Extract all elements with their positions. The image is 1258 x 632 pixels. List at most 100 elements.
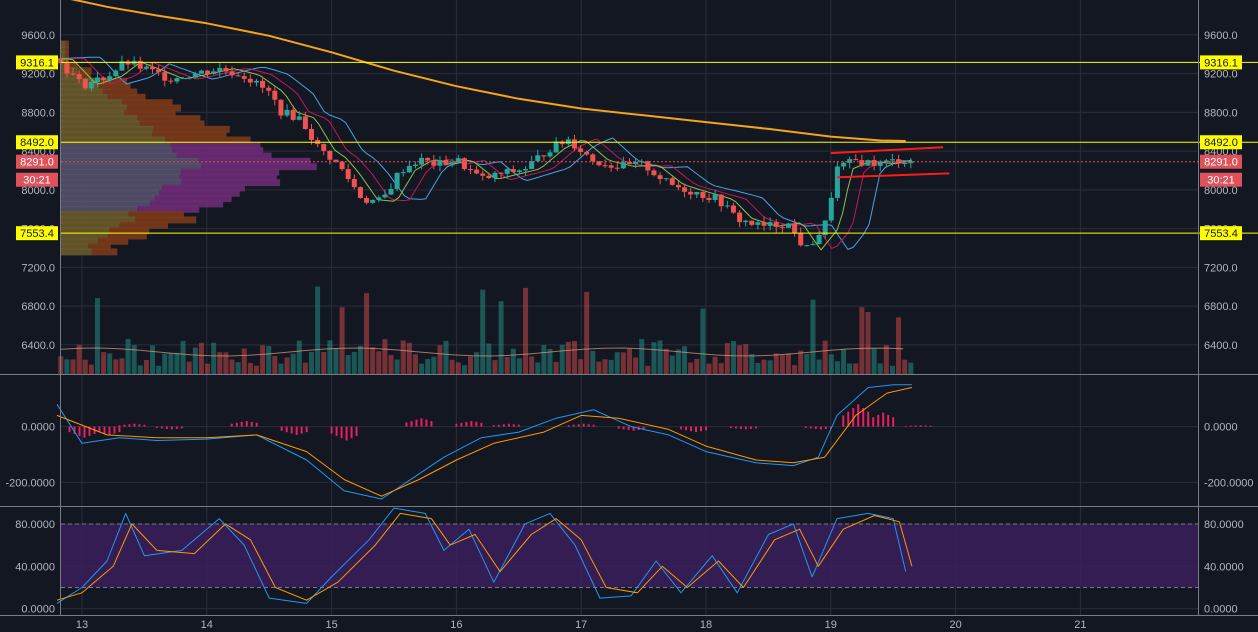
- candle-body: [785, 223, 791, 228]
- stoch-tick-label-left: 40.0000: [15, 561, 55, 573]
- volume-profile-bar: [61, 88, 103, 96]
- price-tick-label-left: 6400.0: [21, 340, 55, 352]
- volume-bar: [272, 355, 278, 374]
- volume-bar: [865, 312, 871, 374]
- candle-body: [412, 164, 418, 166]
- macd-histogram-bar: [465, 421, 468, 427]
- volume-profile-bar: [97, 77, 128, 85]
- candle-body: [755, 222, 761, 225]
- macd-histogram-bar: [83, 426, 86, 438]
- volume-bar: [174, 352, 180, 374]
- time-tick-label: 13: [76, 619, 88, 631]
- macd-histogram-bar: [123, 424, 126, 427]
- volume-profile-bar: [61, 173, 180, 181]
- macd-histogram-bar: [577, 424, 580, 427]
- volume-bar: [816, 359, 822, 374]
- volume-bar: [64, 359, 70, 374]
- volume-bar: [137, 365, 143, 374]
- volume-profile-bar: [61, 168, 182, 176]
- volume-bar: [523, 287, 529, 374]
- volume-profile-bar: [170, 141, 261, 149]
- volume-bar: [571, 341, 577, 374]
- volume-bar: [412, 354, 418, 374]
- candle-body: [889, 159, 895, 161]
- volume-bar: [883, 345, 889, 374]
- volume-bar: [333, 348, 339, 374]
- time-tick-label: 15: [325, 619, 337, 631]
- volume-bar: [94, 298, 100, 374]
- volume-bar: [498, 301, 504, 374]
- macd-histogram-bar: [842, 415, 845, 427]
- macd-histogram-bar: [617, 426, 620, 429]
- level-tag-right-bg: [1200, 55, 1242, 70]
- macd-histogram-bar: [622, 426, 625, 430]
- candle-body: [150, 66, 156, 70]
- volume-bar: [755, 363, 761, 374]
- volume-profile-bar: [61, 195, 155, 203]
- volume-bar: [559, 344, 565, 374]
- candle-body: [620, 162, 626, 169]
- macd-histogram-bar: [295, 426, 298, 435]
- volume-bar: [718, 363, 724, 374]
- macd-histogram-bar: [180, 426, 183, 429]
- candle-body: [70, 73, 76, 75]
- volume-bar: [119, 358, 125, 374]
- macd-histogram-bar: [415, 419, 418, 427]
- volume-profile-bar: [61, 109, 125, 117]
- volume-profile-bar: [61, 115, 138, 123]
- macd-histogram-bar: [250, 421, 253, 427]
- stoch-tick-label-right: 40.0000: [1204, 561, 1244, 573]
- volume-bar: [633, 357, 639, 374]
- volume-profile-bar: [137, 115, 201, 123]
- macd-histogram-bar: [862, 407, 865, 427]
- candle-body: [779, 226, 785, 228]
- volume-bar: [474, 352, 480, 374]
- candle-body: [516, 170, 522, 173]
- volume-profile-bar: [124, 109, 176, 117]
- macd-histogram-bar: [133, 423, 136, 427]
- volume-bar: [675, 349, 681, 374]
- candle-body: [730, 205, 736, 213]
- volume-bar: [351, 351, 357, 374]
- volume-profile-bar: [61, 152, 177, 160]
- candle-body: [223, 68, 229, 72]
- level-tag-right: 7553.4: [1204, 228, 1238, 240]
- candle-body: [547, 152, 553, 157]
- level-tag-left: 9316.1: [20, 57, 54, 69]
- macd-histogram-bar: [700, 426, 703, 432]
- volume-bar: [101, 352, 107, 374]
- macd-histogram-bar: [872, 417, 875, 427]
- candle-body: [712, 194, 718, 200]
- volume-bar: [657, 340, 663, 374]
- candle-body: [498, 172, 504, 174]
- volume-bar: [131, 345, 137, 374]
- trendline: [830, 146, 944, 155]
- level-tag-left-bg: [16, 226, 58, 241]
- macd-histogram-bar: [739, 426, 742, 429]
- volume-profile-bar: [61, 104, 127, 112]
- volume-profile-bar: [61, 200, 151, 208]
- volume-bar: [553, 362, 559, 374]
- macd-histogram-bar: [93, 426, 96, 431]
- volume-profile-bar: [162, 184, 245, 192]
- candle-body: [743, 220, 749, 223]
- volume-bar: [321, 352, 327, 374]
- macd-histogram-bar: [587, 424, 590, 427]
- volume-bar: [229, 359, 235, 374]
- macd-histogram-bar: [695, 426, 698, 433]
- volume-profile-bar: [61, 232, 109, 240]
- volume-bar: [480, 289, 486, 374]
- candle-body: [266, 87, 272, 91]
- volume-bar: [510, 348, 516, 374]
- macd-histogram-bar: [98, 426, 101, 433]
- macd-histogram-bar: [734, 426, 737, 429]
- macd-histogram-bar: [410, 420, 413, 427]
- candle-body: [339, 161, 345, 170]
- volume-bar: [694, 358, 700, 374]
- candle-body: [284, 109, 290, 116]
- macd-histogram-bar: [230, 423, 233, 427]
- candle-body: [663, 178, 669, 180]
- volume-profile-bar: [128, 211, 184, 219]
- volume-profile-bar: [61, 72, 78, 80]
- volume-profile-bar: [165, 136, 251, 144]
